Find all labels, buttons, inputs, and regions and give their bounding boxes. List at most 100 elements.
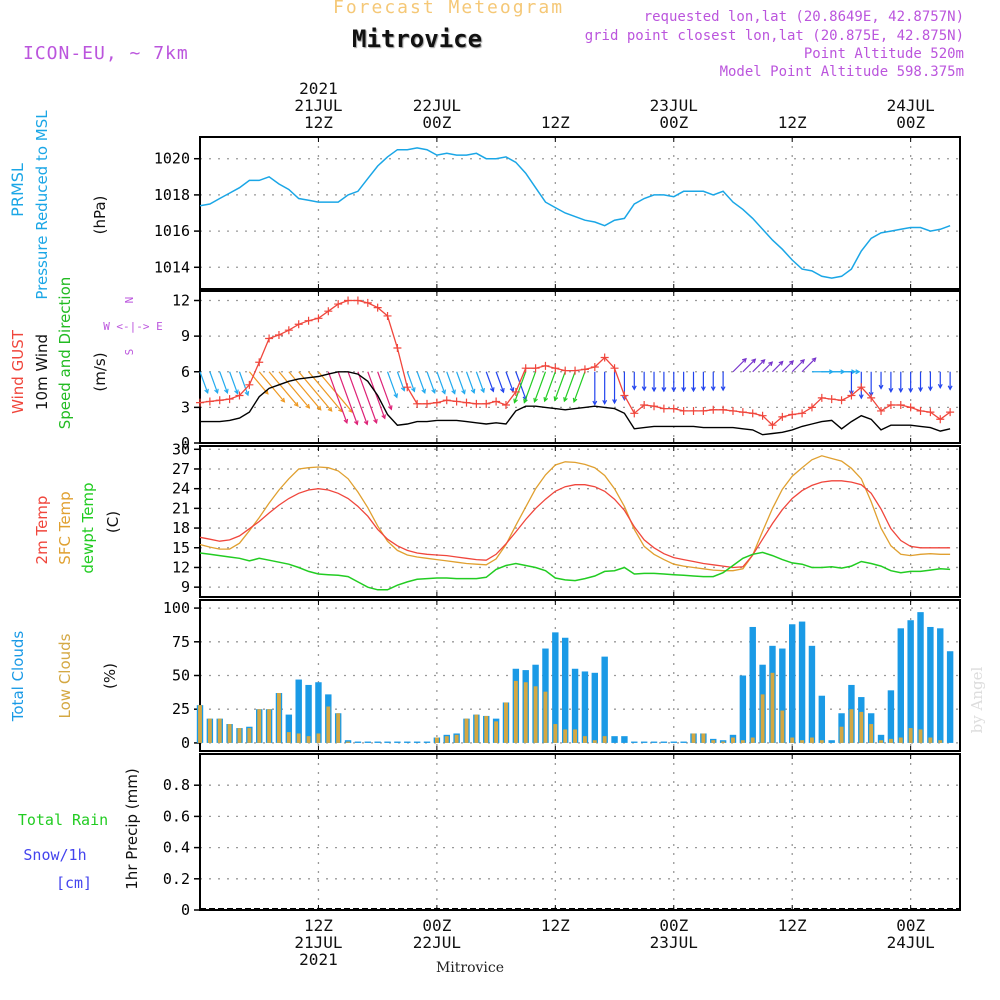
low-cloud-bar	[444, 736, 449, 743]
wind-gust-marker	[334, 300, 343, 309]
wind-direction-arrow	[386, 371, 398, 398]
wind-direction-arrowhead	[760, 358, 766, 364]
wind-direction-arrowhead	[947, 385, 953, 391]
total-cloud-bar	[670, 741, 677, 743]
low-cloud-bar	[217, 718, 222, 743]
low-cloud-bar	[780, 710, 785, 743]
bottom-location-caption: Mitrovice	[436, 960, 504, 976]
total-cloud-bar	[887, 690, 895, 743]
wind-panel-frame	[199, 290, 961, 444]
total-cloud-bar	[917, 612, 924, 743]
low-cloud-bar	[602, 736, 607, 743]
temp-unit-label: (C)	[104, 511, 122, 533]
low-cloud-bar	[484, 715, 489, 743]
wind-gust-marker	[936, 415, 945, 424]
bottom-time-label: 00Z	[422, 916, 451, 935]
temp-2m-line	[199, 480, 951, 569]
low-clouds-label: Low Clouds	[56, 633, 74, 718]
wind-gust-marker	[768, 421, 777, 430]
wind-gust-marker	[847, 391, 856, 400]
wind-gust-marker	[393, 344, 402, 352]
total-cloud-bar	[561, 637, 569, 743]
wind-gust-marker	[215, 396, 224, 405]
low-cloud-bar	[918, 729, 923, 743]
low-cloud-bar	[760, 694, 765, 743]
wind-direction-arrow	[327, 371, 348, 424]
total-cloud-bar	[374, 741, 381, 743]
wind-direction-arrow	[801, 357, 817, 373]
low-cloud-bar	[464, 718, 469, 743]
wind-direction-arrowhead	[918, 387, 923, 393]
wind-gust-marker	[709, 405, 718, 414]
wind-direction-arrowhead	[234, 389, 239, 395]
wind-direction-arrowhead	[858, 394, 864, 400]
low-cloud-bar	[257, 709, 262, 743]
temperature-ytick-label: 27	[172, 460, 190, 478]
low-cloud-bar	[316, 733, 321, 743]
wind-gust-marker	[225, 395, 234, 404]
wind-direction-arrowhead	[888, 387, 894, 394]
wind-gust-marker	[284, 326, 293, 335]
requested-coordinates: requested lon,lat (20.8649E, 42.8757N)	[643, 9, 964, 25]
top-time-label: 12Z	[304, 113, 333, 132]
low-cloud-bar	[711, 740, 716, 743]
wind-gust-marker	[482, 399, 491, 408]
wind-direction-arrow	[781, 360, 794, 373]
wind-gust-marker	[590, 363, 599, 371]
wind-direction-arrow	[416, 371, 426, 394]
wind-gust-marker	[817, 393, 826, 402]
point-altitude: Point Altitude 520m	[803, 46, 964, 62]
temperature-ytick-label: 18	[172, 519, 190, 537]
wind-10m-label: 10m Wind	[33, 334, 51, 410]
wind-gust-marker	[245, 380, 254, 389]
wind-direction-arrowhead	[898, 387, 904, 394]
wind-gust-marker	[423, 399, 432, 408]
wind-direction-arrowhead	[393, 393, 399, 399]
total-cloud-bar	[413, 741, 421, 743]
wind-gust-marker	[728, 406, 737, 415]
low-cloud-bar	[859, 711, 864, 743]
rain-label: Total Rain	[18, 811, 108, 829]
total-cloud-bar	[601, 656, 608, 743]
pressure-ytick-label: 1014	[154, 258, 190, 276]
model-point-altitude: Model Point Altitude 598.375m	[719, 64, 964, 80]
clouds-ytick-label: 25	[172, 700, 190, 718]
temperature-ytick-label: 24	[172, 480, 190, 498]
wind-direction-arrowhead	[800, 358, 805, 364]
low-cloud-bar	[523, 682, 528, 743]
wind-gust-marker	[511, 387, 520, 396]
wind-gust-marker	[857, 383, 866, 392]
wind-direction-arrow	[406, 371, 415, 392]
total-cloud-bar	[798, 621, 806, 743]
temp-2m-label: 2m Temp	[33, 496, 51, 565]
bottom-time-label: 23JUL	[650, 933, 698, 952]
wind-direction-arrowhead	[381, 414, 386, 420]
total-cloud-bar	[285, 714, 293, 743]
low-cloud-bar	[908, 728, 913, 743]
wind-direction-arrow	[573, 371, 586, 403]
wind-gust-marker	[896, 401, 905, 409]
precip-ytick-label: 0.6	[163, 807, 190, 825]
wind-direction-arrow	[268, 371, 299, 407]
wind-direction-arrowhead	[513, 398, 518, 404]
wind-direction-arrow	[446, 371, 456, 394]
low-cloud-bar	[583, 736, 587, 743]
snow-label: Snow/1h	[23, 846, 86, 864]
wind-gust-marker	[551, 364, 560, 373]
wind-direction-arrowhead	[400, 386, 406, 392]
low-cloud-bar	[277, 693, 281, 743]
low-cloud-bar	[888, 738, 893, 743]
bottom-time-label: 21JUL	[294, 933, 342, 952]
bottom-time-label: 22JUL	[413, 933, 461, 952]
precip-ytick-label: 0	[181, 901, 190, 919]
low-cloud-bar	[938, 740, 943, 743]
wind-direction-arrow	[288, 371, 322, 411]
location-title: Mitrovice	[352, 25, 483, 53]
total-cloud-bar	[779, 648, 786, 743]
low-cloud-bar	[326, 706, 331, 743]
wind-gust-marker	[886, 401, 895, 409]
low-cloud-bar	[790, 737, 795, 743]
wind-direction-arrowhead	[214, 388, 219, 394]
total-cloud-bar	[828, 740, 835, 743]
